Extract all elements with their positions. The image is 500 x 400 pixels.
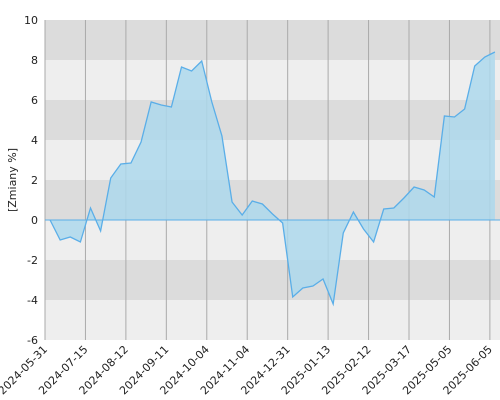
y-tick-label: 2 bbox=[31, 174, 38, 187]
y-tick-label: -4 bbox=[27, 294, 38, 307]
y-tick-label: 10 bbox=[24, 14, 38, 27]
y-tick-label: 6 bbox=[31, 94, 38, 107]
grid-band bbox=[45, 220, 500, 260]
y-tick-label: -6 bbox=[27, 334, 38, 347]
grid-band bbox=[45, 260, 500, 300]
grid-band bbox=[45, 60, 500, 100]
area bbox=[50, 52, 495, 304]
line bbox=[49, 51, 496, 307]
grid-band bbox=[45, 20, 500, 60]
y-tick-label: 0 bbox=[31, 214, 38, 227]
grid-band bbox=[45, 300, 500, 340]
y-axis-label: [Zmiany %] bbox=[6, 148, 19, 212]
y-tick-label: 4 bbox=[31, 134, 38, 147]
y-tick-label: -2 bbox=[27, 254, 38, 267]
y-tick-label: 8 bbox=[31, 54, 38, 67]
grid-band bbox=[45, 100, 500, 140]
